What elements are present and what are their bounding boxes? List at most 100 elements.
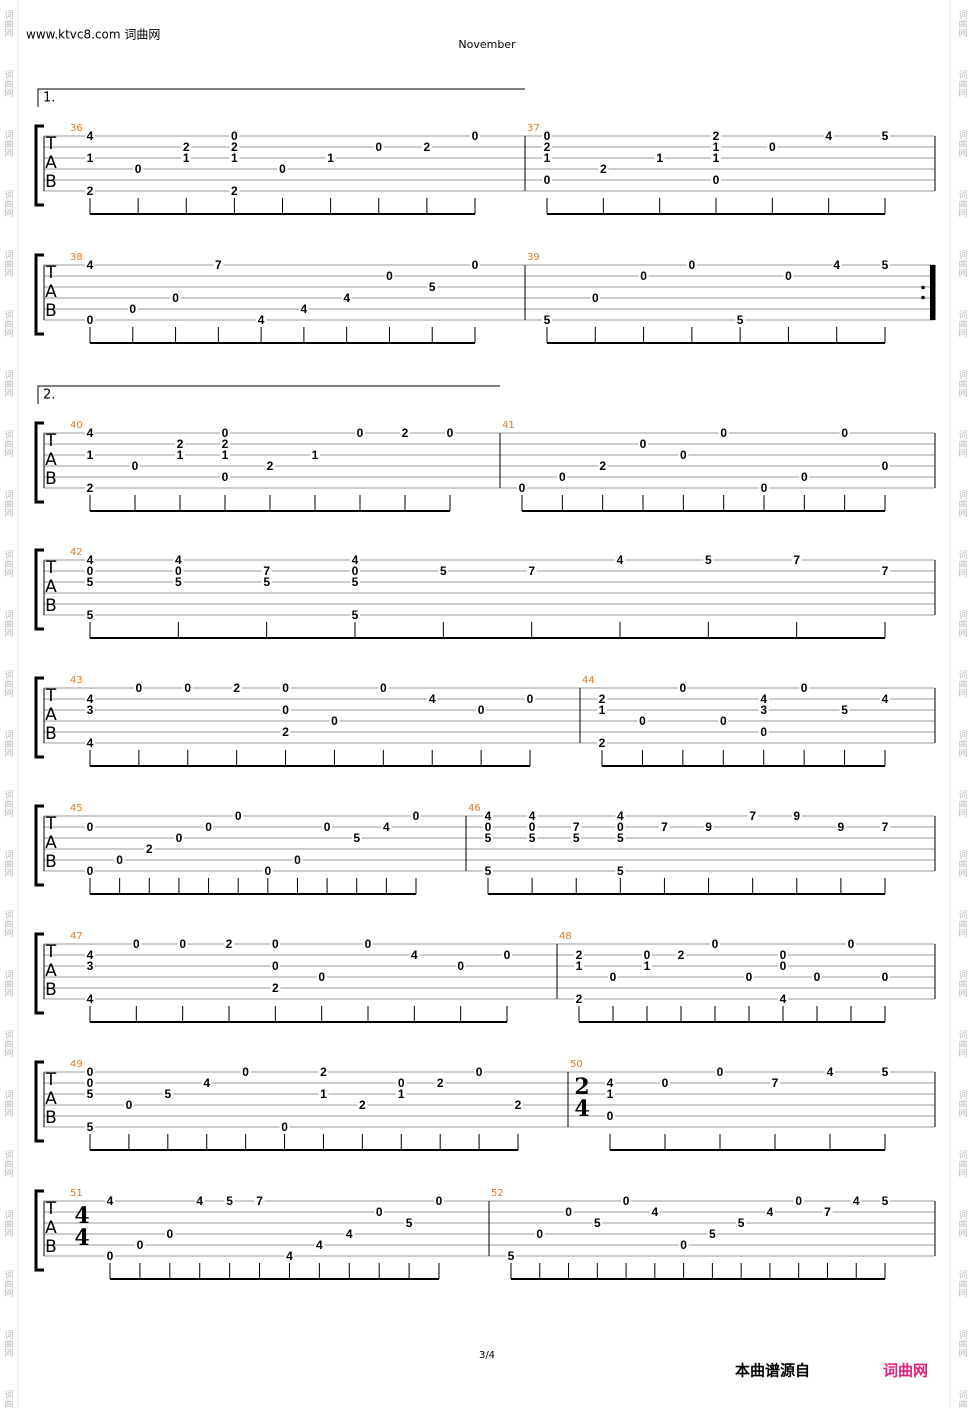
fret-number: 0	[472, 129, 479, 143]
fret-bg	[314, 1239, 325, 1251]
watermark: 词曲网	[957, 910, 968, 938]
measure-number: 47	[70, 931, 83, 942]
fret-number: 0	[720, 714, 727, 728]
fret-number: 4	[316, 1238, 323, 1252]
fret-number: 0	[801, 470, 808, 484]
fret-number: 0	[436, 1194, 443, 1208]
fret-number: 2	[600, 162, 607, 176]
watermark: 词曲网	[957, 610, 968, 638]
watermark: 词曲网	[957, 1270, 968, 1298]
fret-number: 0	[294, 853, 301, 867]
fret-number: 5	[882, 258, 889, 272]
tab-clef: A	[45, 961, 57, 981]
fret-bg	[747, 810, 758, 822]
fret-number: 0	[680, 1238, 687, 1252]
fret-number: 0	[780, 959, 787, 973]
fret-bg	[85, 865, 95, 877]
fret-number: 2	[231, 140, 238, 154]
watermark: 词曲网	[3, 850, 14, 878]
fret-number: 3	[760, 703, 767, 717]
fret-bg	[438, 565, 449, 577]
watermark: 词曲网	[3, 70, 14, 98]
fret-bg	[85, 482, 95, 494]
fret-number: 0	[87, 313, 94, 327]
fret-bg	[718, 427, 729, 439]
system-bracket	[34, 548, 44, 631]
fret-number: 4	[286, 1249, 293, 1263]
fret-bg	[767, 141, 778, 153]
fret-bg	[778, 949, 788, 961]
fret-bg	[134, 1239, 145, 1251]
fret-bg	[131, 938, 142, 950]
fret-bg	[571, 821, 582, 833]
fret-bg	[715, 1066, 725, 1078]
fret-number: 0	[107, 1249, 114, 1263]
fret-bg	[85, 554, 95, 566]
fret-bg	[85, 427, 95, 439]
fret-bg	[175, 449, 185, 461]
tab-clef: T	[45, 942, 57, 962]
fret-bg	[85, 152, 95, 164]
fret-number: 0	[640, 437, 647, 451]
fret-number: 0	[689, 258, 696, 272]
fret-bg	[378, 682, 389, 694]
tab-clef: A	[45, 1218, 57, 1238]
fret-bg	[261, 565, 272, 577]
system-bracket	[34, 1189, 44, 1272]
fret-number: 0	[644, 948, 651, 962]
fret-number: 1	[398, 1087, 405, 1101]
watermark: 词曲网	[957, 670, 968, 698]
fret-bg	[341, 292, 352, 304]
fret-bg	[265, 460, 275, 472]
fret-bg	[350, 609, 360, 621]
fret-bg	[280, 704, 291, 716]
fret-bg	[229, 141, 240, 153]
fret-number: 5	[709, 1227, 716, 1241]
fret-number: 5	[617, 864, 624, 878]
fret-number: 2	[267, 459, 274, 473]
fret-number: 7	[256, 1194, 263, 1208]
measure-number: 46	[468, 803, 481, 814]
watermark: 词曲网	[957, 1090, 968, 1118]
volta-label: 1.	[43, 91, 55, 106]
fret-number: 0	[242, 1065, 249, 1079]
fret-bg	[642, 949, 652, 961]
fret-number: 3	[87, 959, 94, 973]
watermark: 词曲网	[957, 490, 968, 518]
fret-bg	[455, 960, 466, 972]
fret-number: 0	[272, 959, 279, 973]
fret-bg	[123, 1099, 134, 1111]
fret-number: 0	[179, 937, 186, 951]
measure-number: 51	[70, 1188, 83, 1199]
fret-number: 5	[87, 1087, 94, 1101]
fret-bg	[220, 471, 230, 483]
fret-bg	[105, 1195, 115, 1207]
fret-bg	[318, 1066, 329, 1078]
fret-number: 0	[282, 681, 289, 695]
fret-number: 5	[263, 575, 270, 589]
fret-bg	[677, 682, 688, 694]
fret-number: 0	[565, 1205, 572, 1219]
fret-number: 7	[528, 564, 535, 578]
fret-bg	[344, 1228, 355, 1240]
fret-bg	[85, 704, 95, 716]
fret-bg	[880, 971, 890, 983]
fret-bg	[707, 1228, 718, 1240]
fret-number: 1	[312, 448, 319, 462]
fret-number: 0	[639, 714, 646, 728]
fret-bg	[678, 449, 689, 461]
fret-number: 0	[478, 703, 485, 717]
fret-bg	[298, 303, 309, 315]
fret-number: 0	[281, 1120, 288, 1134]
fret-bg	[654, 152, 665, 164]
fret-bg	[470, 130, 480, 142]
fret-number: 4	[87, 553, 94, 567]
fret-bg	[85, 449, 95, 461]
watermark: 词曲网	[957, 1330, 968, 1358]
fret-bg	[170, 292, 181, 304]
fret-bg	[261, 576, 272, 588]
system-bracket	[34, 421, 44, 504]
fret-number: 2	[282, 725, 289, 739]
watermark: 词曲网	[957, 70, 968, 98]
